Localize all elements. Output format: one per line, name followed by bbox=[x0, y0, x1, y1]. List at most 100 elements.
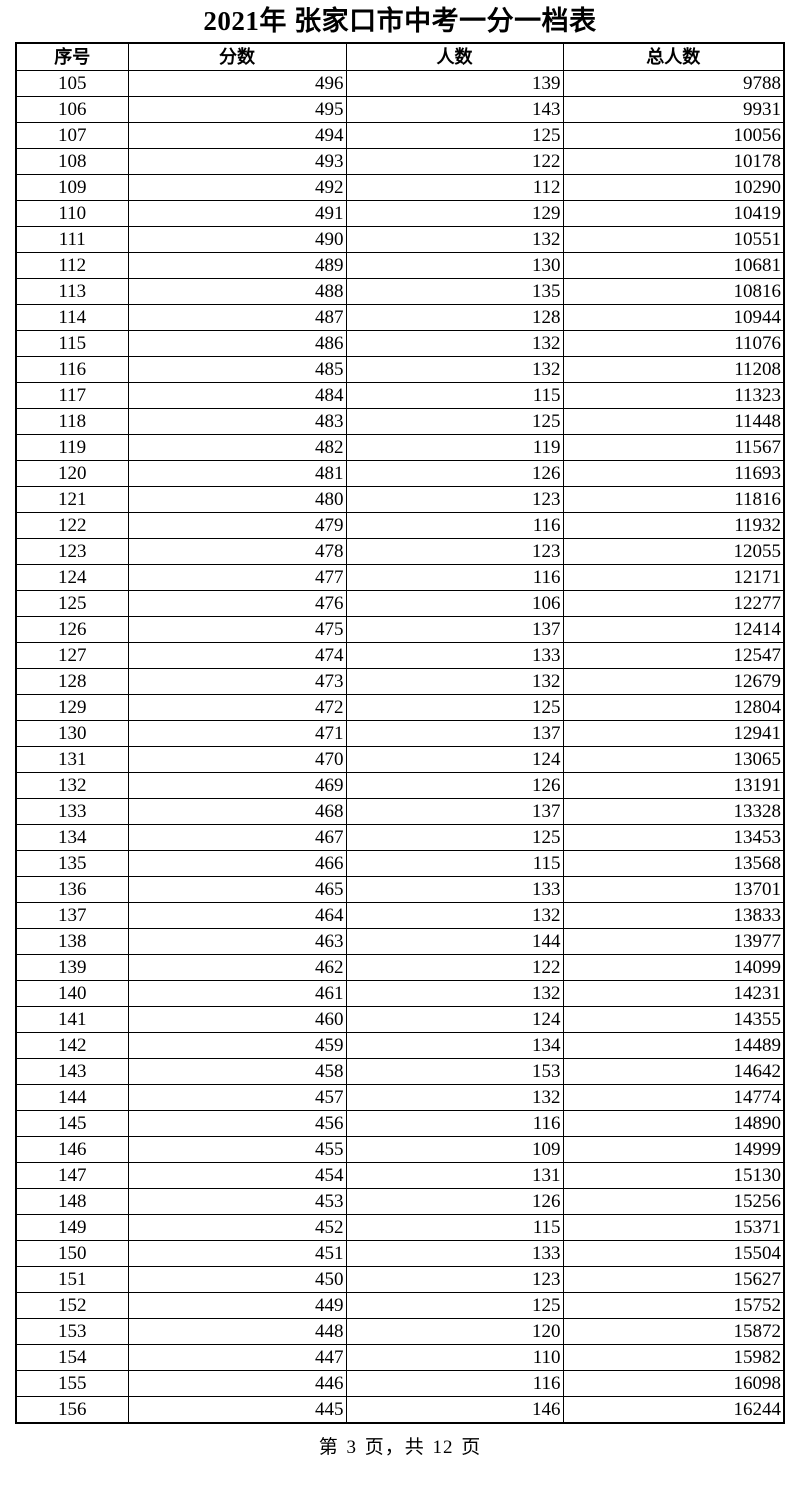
cell-total: 11693 bbox=[562, 460, 785, 487]
page-title: 2021年 张家口市中考一分一档表 bbox=[203, 6, 597, 36]
cell-score: 496 bbox=[127, 70, 347, 97]
cell-score: 457 bbox=[127, 1084, 347, 1111]
table-row: 125 476 106 12277 bbox=[15, 590, 785, 617]
cell-count: 139 bbox=[345, 70, 564, 97]
cell-total: 13191 bbox=[562, 772, 785, 799]
cell-total: 11816 bbox=[562, 486, 785, 513]
table-row: 127 474 133 12547 bbox=[15, 642, 785, 669]
cell-total: 14489 bbox=[562, 1032, 785, 1059]
cell-score: 481 bbox=[127, 460, 347, 487]
cell-score: 454 bbox=[127, 1162, 347, 1189]
cell-index: 148 bbox=[15, 1188, 129, 1215]
cell-total: 11448 bbox=[562, 408, 785, 435]
cell-total: 14231 bbox=[562, 980, 785, 1007]
cell-score: 464 bbox=[127, 902, 347, 929]
table-row: 150 451 133 15504 bbox=[15, 1240, 785, 1267]
cell-score: 479 bbox=[127, 512, 347, 539]
cell-count: 126 bbox=[345, 1188, 564, 1215]
table-row: 111 490 132 10551 bbox=[15, 226, 785, 253]
cell-score: 468 bbox=[127, 798, 347, 825]
cell-index: 144 bbox=[15, 1084, 129, 1111]
cell-index: 143 bbox=[15, 1058, 129, 1085]
cell-index: 116 bbox=[15, 356, 129, 383]
cell-index: 141 bbox=[15, 1006, 129, 1033]
cell-index: 124 bbox=[15, 564, 129, 591]
cell-score: 453 bbox=[127, 1188, 347, 1215]
cell-total: 15872 bbox=[562, 1318, 785, 1345]
cell-total: 10419 bbox=[562, 200, 785, 227]
cell-count: 144 bbox=[345, 928, 564, 955]
cell-total: 12547 bbox=[562, 642, 785, 669]
cell-total: 12414 bbox=[562, 616, 785, 643]
cell-total: 14999 bbox=[562, 1136, 785, 1163]
cell-score: 460 bbox=[127, 1006, 347, 1033]
table-row: 145 456 116 14890 bbox=[15, 1110, 785, 1137]
table-row: 118 483 125 11448 bbox=[15, 408, 785, 435]
cell-score: 469 bbox=[127, 772, 347, 799]
cell-index: 113 bbox=[15, 278, 129, 305]
table-row: 132 469 126 13191 bbox=[15, 772, 785, 799]
table-row: 119 482 119 11567 bbox=[15, 434, 785, 461]
table-body: 105 496 139 9788 106 495 143 9931 107 494 125 10056… bbox=[15, 70, 785, 1424]
table-row: 120 481 126 11693 bbox=[15, 460, 785, 487]
table-row: 154 447 110 15982 bbox=[15, 1344, 785, 1371]
table-row: 115 486 132 11076 bbox=[15, 330, 785, 357]
cell-count: 109 bbox=[345, 1136, 564, 1163]
footer-middle: 页，共 bbox=[364, 1437, 425, 1458]
cell-count: 126 bbox=[345, 772, 564, 799]
cell-count: 132 bbox=[345, 356, 564, 383]
cell-score: 488 bbox=[127, 278, 347, 305]
cell-total: 15504 bbox=[562, 1240, 785, 1267]
cell-score: 475 bbox=[127, 616, 347, 643]
cell-count: 133 bbox=[345, 1240, 564, 1267]
cell-index: 130 bbox=[15, 720, 129, 747]
cell-count: 132 bbox=[345, 668, 564, 695]
table-row: 144 457 132 14774 bbox=[15, 1084, 785, 1111]
cell-total: 15627 bbox=[562, 1266, 785, 1293]
cell-score: 494 bbox=[127, 122, 347, 149]
cell-index: 137 bbox=[15, 902, 129, 929]
cell-score: 483 bbox=[127, 408, 347, 435]
cell-count: 110 bbox=[345, 1344, 564, 1371]
table-row: 135 466 115 13568 bbox=[15, 850, 785, 877]
cell-total: 10056 bbox=[562, 122, 785, 149]
cell-count: 133 bbox=[345, 642, 564, 669]
cell-count: 123 bbox=[345, 486, 564, 513]
table-row: 146 455 109 14999 bbox=[15, 1136, 785, 1163]
table-row: 108 493 122 10178 bbox=[15, 148, 785, 175]
cell-index: 133 bbox=[15, 798, 129, 825]
cell-total: 13977 bbox=[562, 928, 785, 955]
cell-count: 132 bbox=[345, 330, 564, 357]
cell-count: 123 bbox=[345, 1266, 564, 1293]
cell-score: 477 bbox=[127, 564, 347, 591]
cell-total: 13328 bbox=[562, 798, 785, 825]
cell-index: 109 bbox=[15, 174, 129, 201]
cell-score: 484 bbox=[127, 382, 347, 409]
cell-index: 156 bbox=[15, 1396, 129, 1424]
cell-total: 12679 bbox=[562, 668, 785, 695]
cell-index: 146 bbox=[15, 1136, 129, 1163]
cell-count: 132 bbox=[345, 902, 564, 929]
cell-index: 117 bbox=[15, 382, 129, 409]
cell-index: 153 bbox=[15, 1318, 129, 1345]
table-row: 105 496 139 9788 bbox=[15, 70, 785, 97]
cell-score: 492 bbox=[127, 174, 347, 201]
cell-score: 445 bbox=[127, 1396, 347, 1424]
cell-count: 120 bbox=[345, 1318, 564, 1345]
table-row: 114 487 128 10944 bbox=[15, 304, 785, 331]
cell-total: 10551 bbox=[562, 226, 785, 253]
cell-index: 151 bbox=[15, 1266, 129, 1293]
cell-index: 125 bbox=[15, 590, 129, 617]
table-row: 116 485 132 11208 bbox=[15, 356, 785, 383]
cell-total: 11567 bbox=[562, 434, 785, 461]
cell-total: 15982 bbox=[562, 1344, 785, 1371]
cell-score: 493 bbox=[127, 148, 347, 175]
cell-score: 476 bbox=[127, 590, 347, 617]
cell-index: 154 bbox=[15, 1344, 129, 1371]
cell-count: 137 bbox=[345, 616, 564, 643]
cell-index: 127 bbox=[15, 642, 129, 669]
cell-total: 14355 bbox=[562, 1006, 785, 1033]
table-row: 131 470 124 13065 bbox=[15, 746, 785, 773]
table-row: 109 492 112 10290 bbox=[15, 174, 785, 201]
cell-total: 16098 bbox=[562, 1370, 785, 1397]
